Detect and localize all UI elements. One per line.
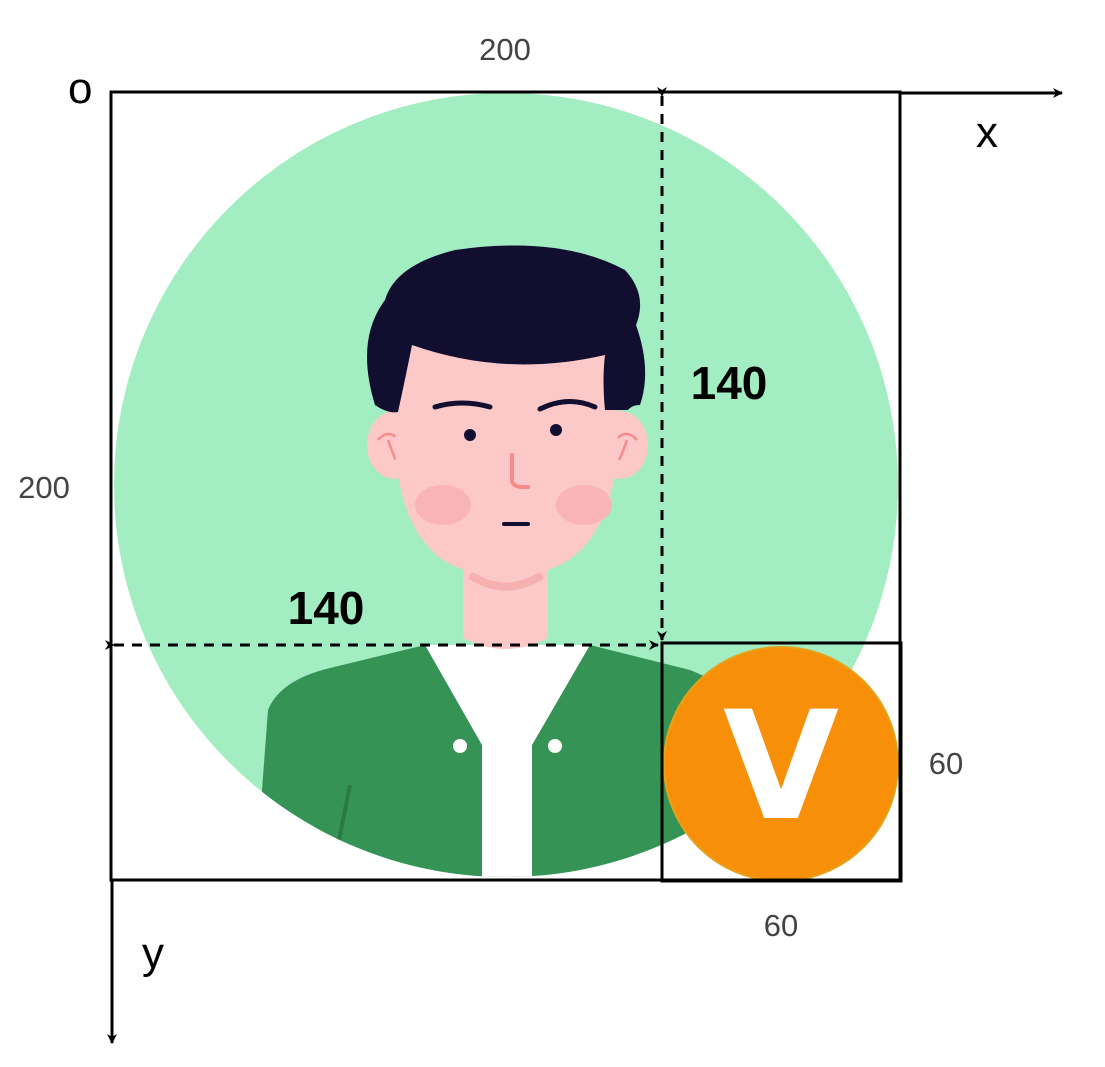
vertical-offset-label: 140 xyxy=(691,357,768,409)
left-eyebrow xyxy=(432,400,493,410)
left-cheek xyxy=(415,485,471,525)
shirt xyxy=(425,645,590,877)
origin-label: o xyxy=(68,64,92,113)
avatar-person-icon xyxy=(114,93,898,877)
horizontal-offset-label: 140 xyxy=(288,582,365,634)
outer-height-label: 200 xyxy=(18,470,70,505)
hair xyxy=(367,245,646,413)
outer-width-label: 200 xyxy=(479,32,531,67)
right-cheek xyxy=(556,485,612,525)
left-eye xyxy=(464,429,476,441)
badge-letter: V xyxy=(723,680,839,854)
nose xyxy=(510,453,530,490)
y-axis-label: y xyxy=(142,929,164,978)
right-eye xyxy=(550,424,562,436)
x-axis-label: x xyxy=(976,108,998,157)
badge-box xyxy=(660,641,903,883)
face xyxy=(395,335,618,578)
v-badge-icon: V xyxy=(663,646,899,882)
right-eyebrow xyxy=(537,399,598,412)
jacket-button xyxy=(453,739,467,753)
outer-box xyxy=(109,90,902,882)
badge-height-label: 60 xyxy=(929,746,963,781)
badge-width-label: 60 xyxy=(764,908,798,943)
jacket-button xyxy=(548,739,562,753)
